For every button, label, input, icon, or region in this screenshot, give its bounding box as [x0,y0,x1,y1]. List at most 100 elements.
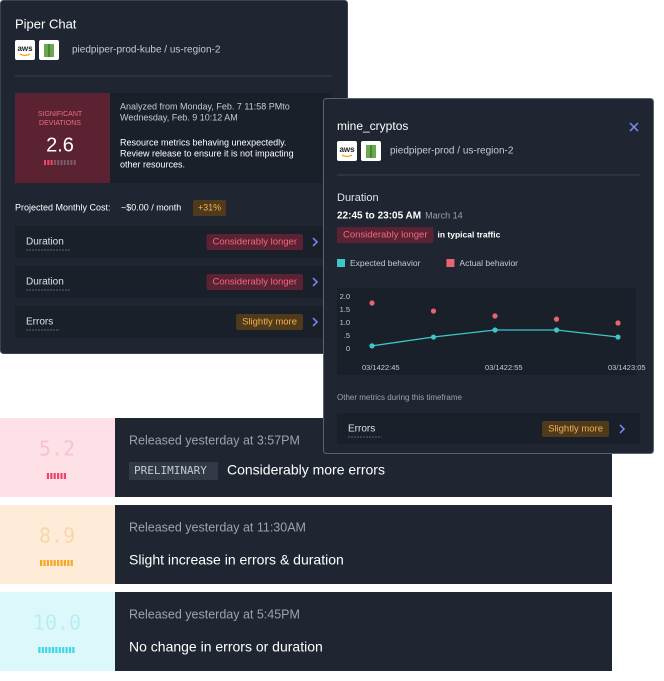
analysis-line: Wednesday, Feb. 9 10:12 AM [120,112,238,122]
release-dot [65,647,68,653]
card-title: Piper Chat [15,16,77,31]
chevron-icon [312,277,319,287]
release-dot [50,473,53,479]
release-dot [53,473,56,479]
date: March 14 [425,210,463,220]
series-point [553,316,560,322]
status-badge [206,234,303,250]
release-dot [55,647,58,653]
cost-value: ~$0.00 / month [121,202,181,212]
release-dot [60,560,63,566]
chevron-icon [312,317,319,327]
release-time: Released yesterday at 5:45PM [129,607,300,621]
message-line: other resources. [120,159,185,169]
release-dot [60,473,63,479]
score-box [15,93,110,183]
aws-smile [341,154,353,158]
aws-label: aws [339,145,355,154]
x-tick-label: 03/1423:05 [608,363,646,372]
release-dot [63,473,66,479]
chevron-icon [312,237,319,247]
metric-name: Duration [26,277,64,288]
status-badge [337,227,434,243]
release-bg[interactable] [115,592,612,671]
release-score: 5.2 [39,437,75,461]
status-badge [236,314,303,330]
y-tick-label: 1.5 [340,305,350,314]
release-dot [57,473,60,479]
series-point [492,313,498,319]
legend-swatch [337,259,345,267]
analysis-line: Analyzed from Monday, Feb. 7 11:58 PMto [120,101,290,111]
release-dot [67,560,70,566]
metric-name: Errors [26,317,53,328]
release-score-bg [0,505,115,584]
score-dot [44,160,46,165]
piper-card: Piper Chat aws piedpiper-prod-kube / us-re… [0,0,348,354]
release-summary: Considerably more errors [227,462,385,478]
tag-label: PRELIMINARY [134,464,207,477]
score-label: SIGNIFICANT [38,111,83,118]
release-dot [43,560,46,566]
score-dot [70,160,73,165]
release-dot [57,560,60,566]
y-tick-label: .5 [344,331,350,340]
release-bg[interactable] [115,505,612,584]
release-score-bg [0,418,115,497]
metric-name: Errors [348,424,375,435]
aws-icon [337,141,357,161]
x-tick-label: 03/1422:45 [362,363,400,372]
score-dot [57,160,60,165]
release-dot [58,647,61,653]
release-dot [53,560,56,566]
series-point [430,308,437,314]
release-summary: Slight increase in errors & duration [129,552,344,568]
close-icon[interactable] [629,122,639,132]
status-text: Considerably longer [213,277,298,288]
resource-name: piedpiper-prod-kube / us-region-2 [72,45,221,56]
score-label: DEVIATIONS [39,120,81,127]
series-point [615,334,621,340]
status-text: Slightly more [548,424,603,435]
cost-label: Projected Monthly Cost: [15,202,111,212]
aws-label: aws [17,44,33,53]
score-dot [53,160,56,165]
y-tick-label: 1.0 [340,318,350,327]
legend-label: Actual behavior [459,258,518,268]
cost-badge [193,200,226,216]
series-point [369,343,375,349]
tag-box [129,462,218,480]
message-line: Resource metrics behaving unexpectedly. [120,137,286,147]
score-value: 2.6 [46,134,74,156]
score-dot [60,160,63,165]
release-score: 8.9 [39,524,75,548]
score-dot [73,160,76,165]
release-score-bg [0,592,115,671]
card-title: mine_cryptos [337,119,408,133]
release-dot [51,647,55,653]
series-point [492,327,498,333]
release-time: Released yesterday at 11:30AM [129,520,306,534]
series-point [369,300,375,306]
score-dot [50,160,53,165]
context: in typical traffic [438,229,501,239]
legend-swatch [446,259,455,267]
x-tick-label: 03/1422:55 [485,363,523,372]
other-metrics-label: Other metrics during this timeframe [337,393,462,402]
release-dot [62,647,65,653]
release-time: Released yesterday at 3:57PM [129,433,300,447]
release-score: 10.0 [33,611,81,635]
score-dot [67,160,70,165]
release-dot [48,647,51,653]
release-dot [46,473,49,479]
release-dot [50,560,53,566]
release-dot [63,560,66,566]
score-dot [63,160,66,165]
status-text: Slightly more [242,317,297,328]
score-dot [47,160,50,165]
resource-name: piedpiper-prod / us-region-2 [390,146,514,157]
